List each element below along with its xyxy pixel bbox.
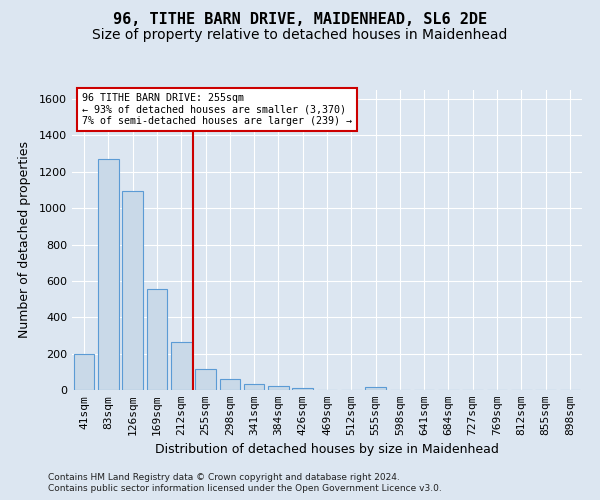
- Y-axis label: Number of detached properties: Number of detached properties: [17, 142, 31, 338]
- Text: Contains public sector information licensed under the Open Government Licence v3: Contains public sector information licen…: [48, 484, 442, 493]
- Bar: [292, 388, 313, 390]
- Bar: [171, 342, 191, 390]
- Text: Distribution of detached houses by size in Maidenhead: Distribution of detached houses by size …: [155, 442, 499, 456]
- Text: 96, TITHE BARN DRIVE, MAIDENHEAD, SL6 2DE: 96, TITHE BARN DRIVE, MAIDENHEAD, SL6 2D…: [113, 12, 487, 28]
- Bar: [122, 190, 143, 390]
- Text: Size of property relative to detached houses in Maidenhead: Size of property relative to detached ho…: [92, 28, 508, 42]
- Bar: [195, 369, 216, 390]
- Bar: [74, 354, 94, 390]
- Bar: [244, 384, 265, 390]
- Bar: [220, 380, 240, 390]
- Bar: [365, 388, 386, 390]
- Text: 96 TITHE BARN DRIVE: 255sqm
← 93% of detached houses are smaller (3,370)
7% of s: 96 TITHE BARN DRIVE: 255sqm ← 93% of det…: [82, 93, 352, 126]
- Bar: [98, 159, 119, 390]
- Bar: [146, 289, 167, 390]
- Text: Contains HM Land Registry data © Crown copyright and database right 2024.: Contains HM Land Registry data © Crown c…: [48, 472, 400, 482]
- Bar: [268, 386, 289, 390]
